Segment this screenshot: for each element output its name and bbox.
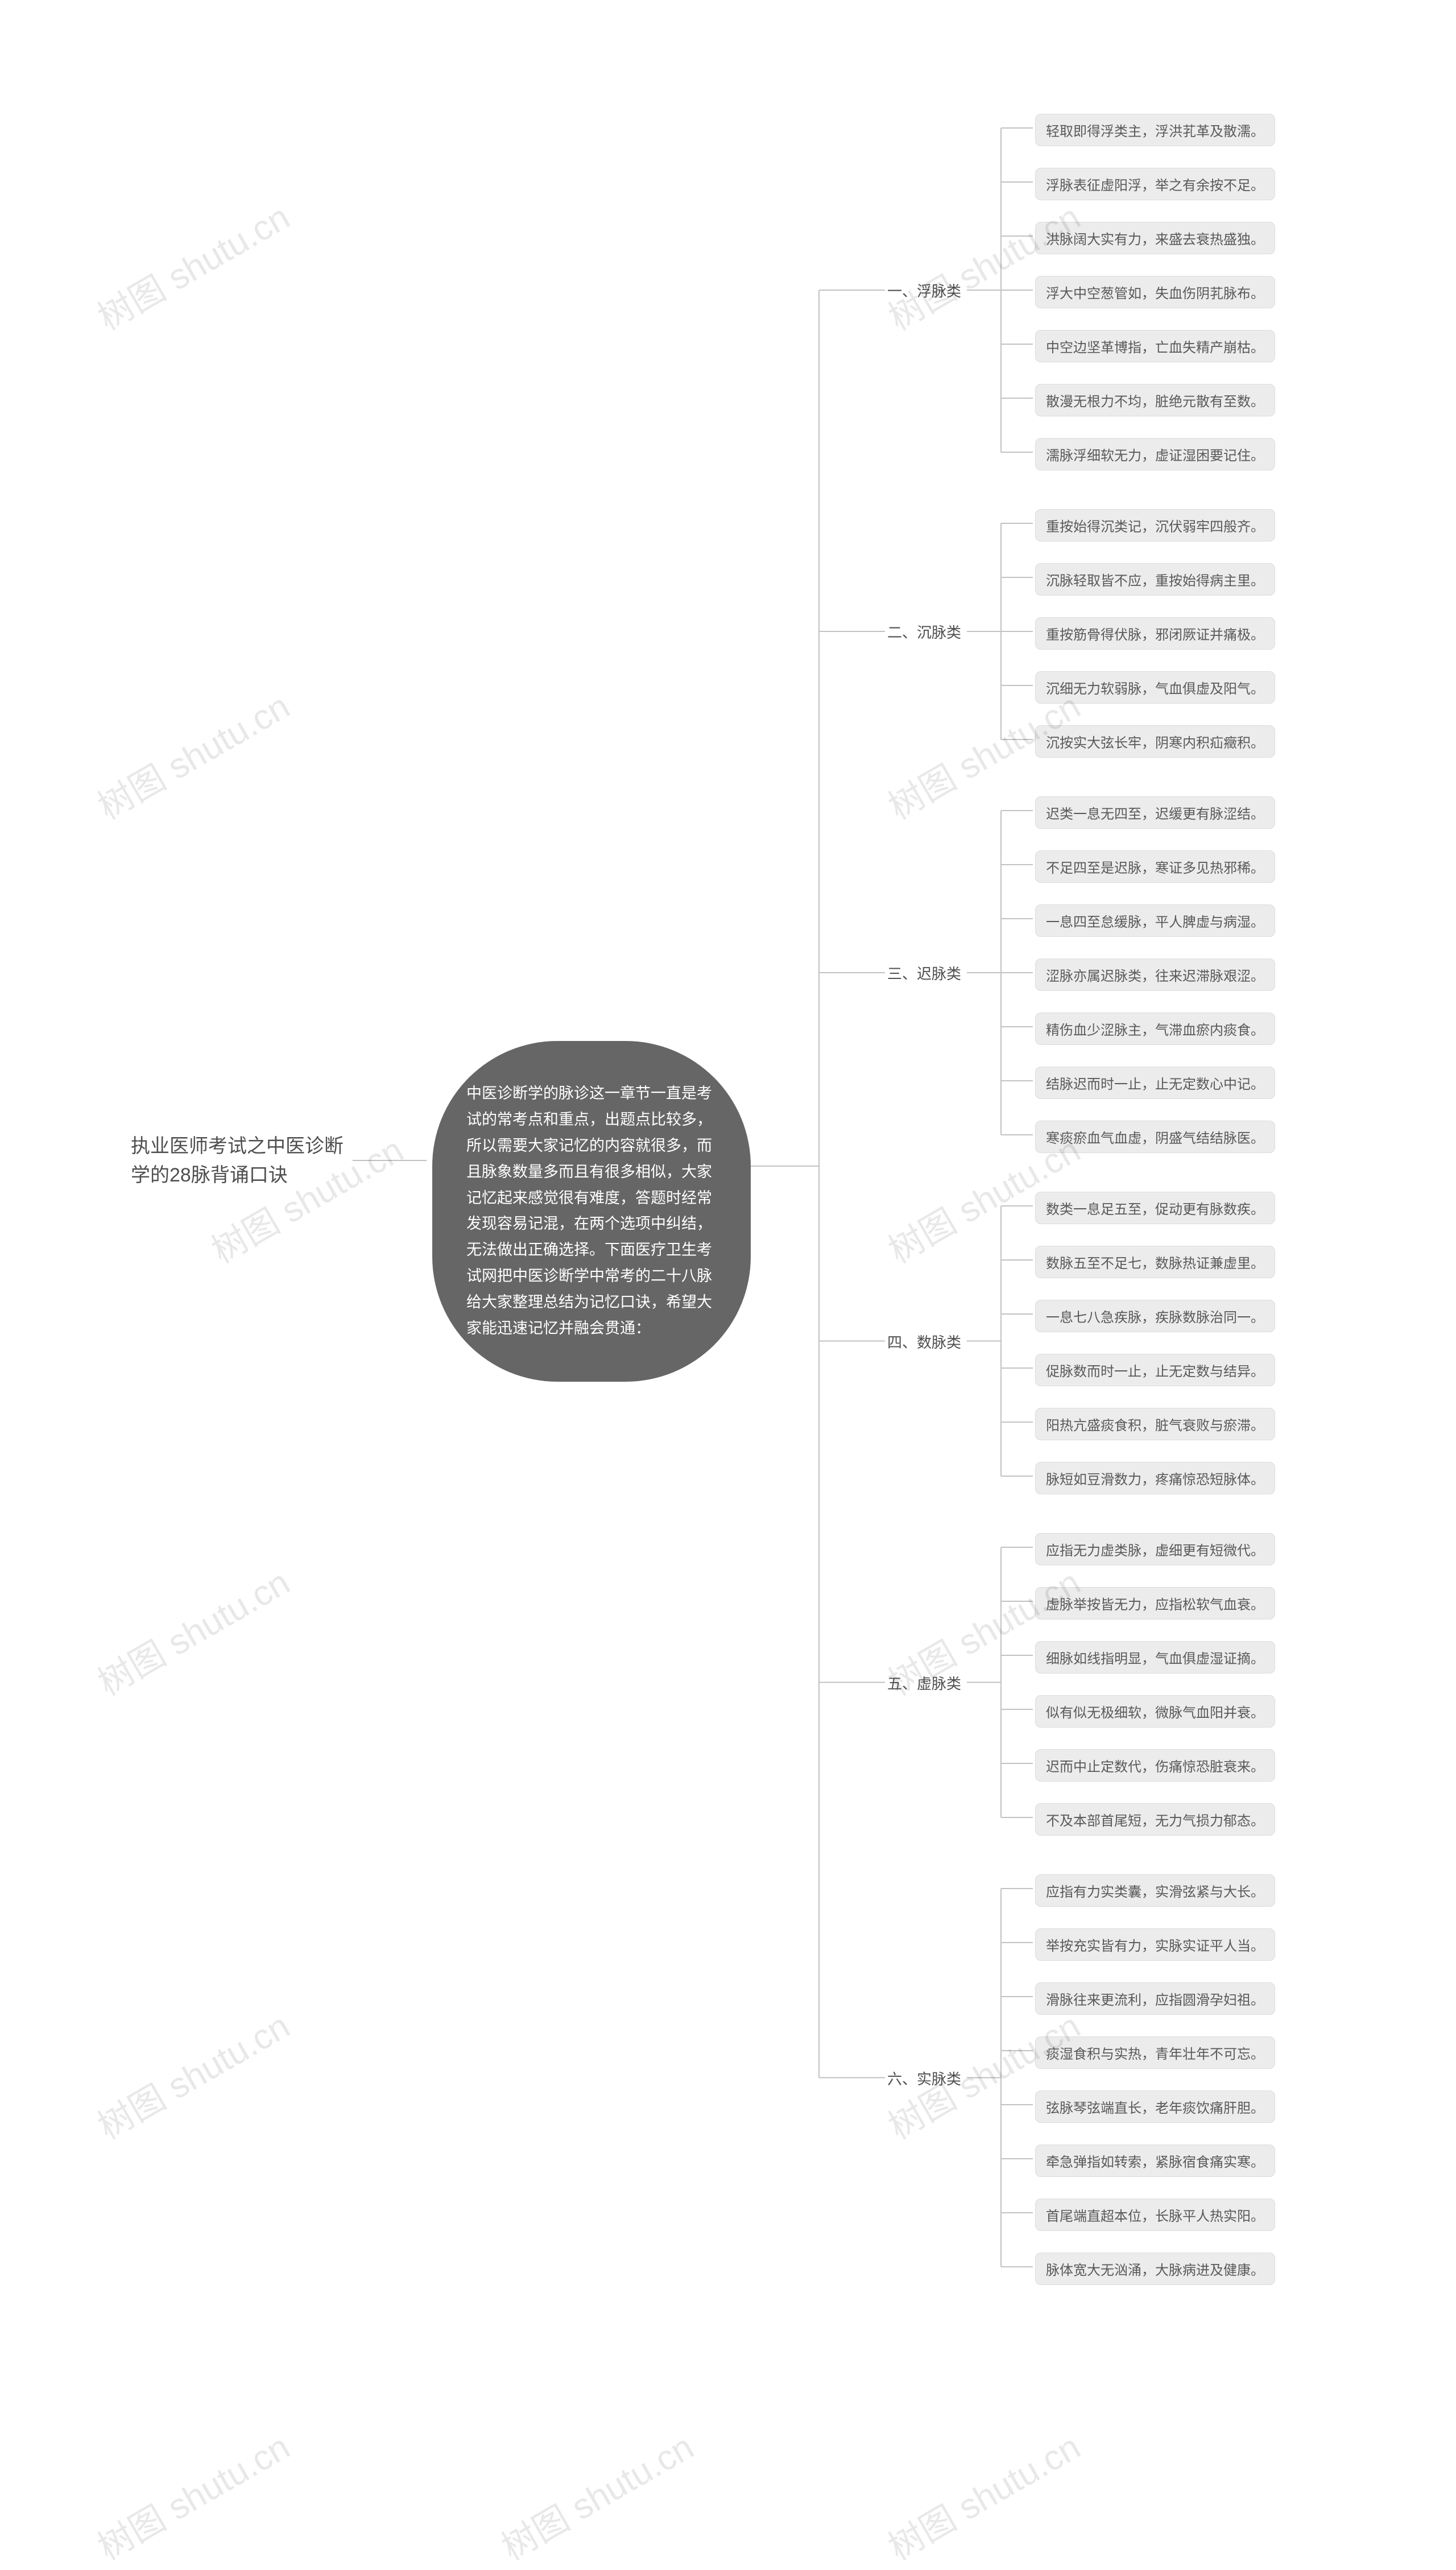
leaf-node: 寒痰瘀血气血虚，阴盛气结结脉医。 [1035, 1121, 1275, 1153]
leaf-node: 中空边坚革博指，亡血失精产崩枯。 [1035, 330, 1275, 362]
mindmap-canvas: 执业医师考试之中医诊断 学的28脉背诵口诀 中医诊断学的脉诊这一章节一直是考试的… [0, 0, 1456, 2519]
leaf-node: 洪脉阔大实有力，来盛去衰热盛独。 [1035, 222, 1275, 254]
leaf-node: 似有似无极细软，微脉气血阳并衰。 [1035, 1695, 1275, 1728]
leaf-node: 首尾端直超本位，长脉平人热实阳。 [1035, 2199, 1275, 2231]
category-node: 六、实脉类 [887, 2068, 961, 2089]
leaf-node: 不足四至是迟脉，寒证多见热邪稀。 [1035, 850, 1275, 883]
leaf-node: 浮脉表征虚阳浮，举之有余按不足。 [1035, 168, 1275, 200]
category-node: 一、浮脉类 [887, 280, 961, 301]
leaf-node: 迟而中止定数代，伤痛惊恐脏衰来。 [1035, 1749, 1275, 1782]
leaf-node: 精伤血少涩脉主，气滞血瘀内痰食。 [1035, 1013, 1275, 1045]
leaf-node: 举按充实皆有力，实脉实证平人当。 [1035, 1928, 1275, 1961]
leaf-node: 促脉数而时一止，止无定数与结异。 [1035, 1354, 1275, 1386]
category-node: 三、迟脉类 [887, 962, 961, 984]
root-node: 执业医师考试之中医诊断 学的28脉背诵口诀 [131, 1132, 347, 1190]
intro-node: 中医诊断学的脉诊这一章节一直是考试的常考点和重点，出题点比较多，所以需要大家记忆… [432, 1041, 751, 1382]
leaf-node: 浮大中空葱管如，失血伤阴芤脉布。 [1035, 276, 1275, 308]
leaf-node: 阳热亢盛痰食积，脏气衰败与瘀滞。 [1035, 1408, 1275, 1440]
leaf-node: 脉体宽大无汹涌，大脉病进及健康。 [1035, 2253, 1275, 2285]
leaf-node: 应指有力实类囊，实滑弦紧与大长。 [1035, 1874, 1275, 1907]
leaf-node: 滑脉往来更流利，应指圆滑孕妇祖。 [1035, 1982, 1275, 2015]
leaf-node: 沉按实大弦长牢，阴寒内积疝癥积。 [1035, 725, 1275, 758]
leaf-node: 一息七八急疾脉，疾脉数脉治同一。 [1035, 1300, 1275, 1332]
watermark: 树图 shutu.cn [878, 189, 1088, 340]
watermark: 树图 shutu.cn [878, 2419, 1088, 2570]
leaf-node: 迟类一息无四至，迟缓更有脉涩结。 [1035, 796, 1275, 829]
leaf-node: 虚脉举按皆无力，应指松软气血衰。 [1035, 1587, 1275, 1619]
watermark: 树图 shutu.cn [87, 1998, 297, 2149]
leaf-node: 弦脉琴弦端直长，老年痰饮痛肝胆。 [1035, 2090, 1275, 2123]
watermark: 树图 shutu.cn [87, 189, 297, 340]
leaf-node: 濡脉浮细软无力，虚证湿困要记住。 [1035, 438, 1275, 470]
leaf-node: 应指无力虚类脉，虚细更有短微代。 [1035, 1533, 1275, 1565]
watermark: 树图 shutu.cn [491, 2419, 701, 2570]
leaf-node: 一息四至怠缓脉，平人脾虚与病湿。 [1035, 904, 1275, 937]
category-node: 二、沉脉类 [887, 621, 961, 642]
leaf-node: 数脉五至不足七，数脉热证兼虚里。 [1035, 1246, 1275, 1278]
leaf-node: 痰湿食积与实热，青年壮年不可忘。 [1035, 2036, 1275, 2069]
leaf-node: 不及本部首尾短，无力气损力郁态。 [1035, 1803, 1275, 1836]
leaf-node: 涩脉亦属迟脉类，往来迟滞脉艰涩。 [1035, 958, 1275, 991]
category-node: 四、数脉类 [887, 1331, 961, 1352]
leaf-node: 沉细无力软弱脉，气血俱虚及阳气。 [1035, 671, 1275, 704]
category-node: 五、虚脉类 [887, 1672, 961, 1693]
watermark: 树图 shutu.cn [87, 678, 297, 829]
watermark: 树图 shutu.cn [87, 1554, 297, 1705]
leaf-node: 结脉迟而时一止，止无定数心中记。 [1035, 1067, 1275, 1099]
leaf-node: 数类一息足五至，促动更有脉数疾。 [1035, 1192, 1275, 1224]
leaf-node: 脉短如豆滑数力，疼痛惊恐短脉体。 [1035, 1462, 1275, 1494]
watermark: 树图 shutu.cn [87, 2419, 297, 2570]
leaf-node: 重按始得沉类记，沉伏弱牢四般齐。 [1035, 509, 1275, 542]
leaf-node: 散漫无根力不均，脏绝元散有至数。 [1035, 384, 1275, 416]
leaf-node: 沉脉轻取皆不应，重按始得病主里。 [1035, 563, 1275, 596]
leaf-node: 轻取即得浮类主，浮洪芤革及散濡。 [1035, 114, 1275, 146]
leaf-node: 重按筋骨得伏脉，邪闭厥证并痛极。 [1035, 617, 1275, 650]
leaf-node: 牵急弹指如转索，紧脉宿食痛实寒。 [1035, 2145, 1275, 2177]
leaf-node: 细脉如线指明显，气血俱虚湿证摘。 [1035, 1641, 1275, 1674]
